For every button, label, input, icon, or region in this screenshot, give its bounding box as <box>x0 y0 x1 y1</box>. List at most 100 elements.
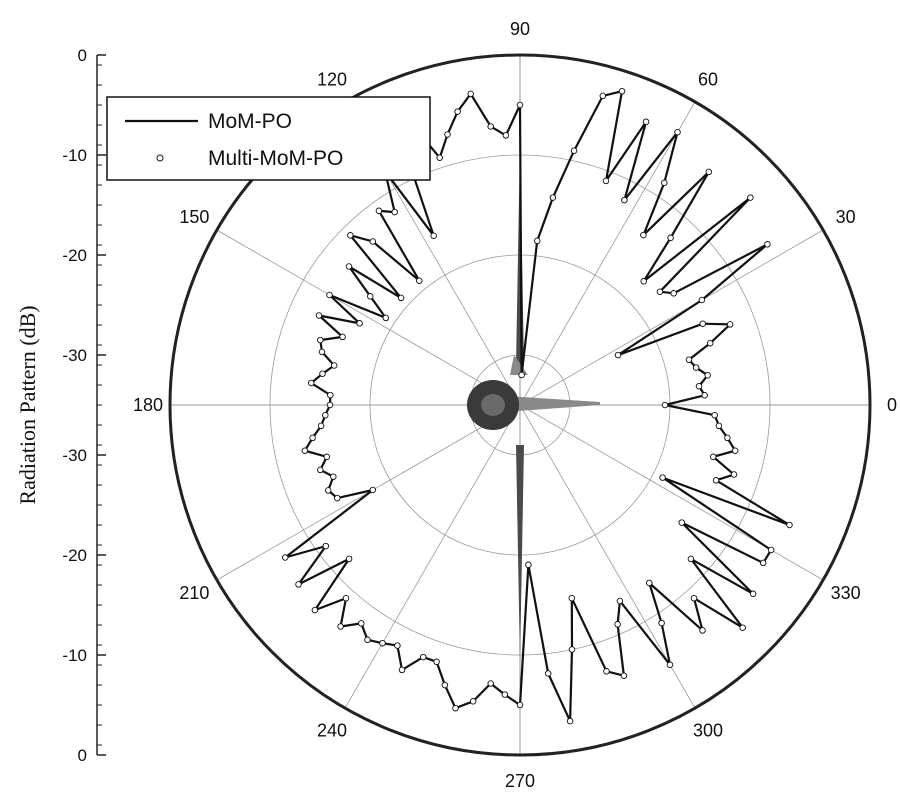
series-point-multi-mom-po <box>469 698 477 705</box>
series-point-multi-mom-po <box>544 670 552 677</box>
series-point-multi-mom-po <box>599 92 607 100</box>
series-point-multi-mom-po <box>364 636 371 644</box>
angle-label-300: 300 <box>693 721 723 741</box>
angle-axis: 0 30 60 90 120 150 180 210 240 270 300 330 <box>133 19 897 791</box>
aircraft-hub-center <box>481 394 505 416</box>
series-point-multi-mom-po <box>566 717 574 725</box>
series-point-multi-mom-po <box>525 561 532 569</box>
series-point-multi-mom-po <box>358 620 365 627</box>
angle-label-150: 150 <box>179 207 209 227</box>
series-point-multi-mom-po <box>454 108 461 115</box>
series-point-multi-mom-po <box>397 294 405 302</box>
series-point-multi-mom-po <box>759 559 767 567</box>
legend-box <box>106 96 431 181</box>
series-point-multi-mom-po <box>666 661 674 669</box>
series-point-multi-mom-po <box>678 519 686 526</box>
series-point-multi-mom-po <box>549 194 557 201</box>
series-point-multi-mom-po <box>603 668 610 675</box>
series-point-multi-mom-po <box>391 208 398 216</box>
legend: MoM-PO Multi-MoM-PO <box>106 96 431 181</box>
grid-spoke-330 <box>519 404 824 581</box>
series-point-multi-mom-po <box>705 168 713 176</box>
series-point-multi-mom-po <box>670 290 677 297</box>
series-point-multi-mom-po <box>568 594 576 602</box>
legend-label-multi-mom-po: Multi-MoM-PO <box>208 147 343 170</box>
angle-label-60: 60 <box>698 69 718 89</box>
series-point-multi-mom-po <box>698 296 706 304</box>
angle-label-240: 240 <box>317 721 347 741</box>
angle-label-90: 90 <box>510 19 530 39</box>
series-point-multi-mom-po <box>699 320 706 327</box>
series-point-multi-mom-po <box>436 154 443 161</box>
series-point-multi-mom-po <box>667 234 674 242</box>
series-point-multi-mom-po <box>724 434 731 442</box>
series-point-multi-mom-po <box>356 320 363 327</box>
series-point-multi-mom-po <box>319 370 326 377</box>
series-point-multi-mom-po <box>487 123 494 130</box>
radial-tick-label: -10 <box>62 646 87 665</box>
series-point-multi-mom-po <box>347 232 354 239</box>
series-point-multi-mom-po <box>281 554 289 561</box>
angle-label-120: 120 <box>317 69 347 89</box>
series-point-multi-mom-po <box>646 579 653 587</box>
series-point-multi-mom-po <box>642 118 650 126</box>
radial-tick-label: -20 <box>62 546 87 565</box>
aircraft-wing-lower <box>516 445 524 663</box>
series-point-multi-mom-po <box>369 238 377 245</box>
series-point-multi-mom-po <box>337 623 344 630</box>
series-point-multi-mom-po <box>640 278 647 285</box>
radial-tick-label: -30 <box>62 446 87 465</box>
series-point-multi-mom-po <box>487 680 494 687</box>
series-point-multi-mom-po <box>430 232 437 239</box>
series-point-multi-mom-po <box>398 666 406 674</box>
angle-label-180: 180 <box>133 395 163 415</box>
series-point-multi-mom-po <box>602 177 610 185</box>
series-point-multi-mom-po <box>614 351 622 359</box>
radial-tick-label: -10 <box>62 146 87 165</box>
series-point-multi-mom-po <box>317 422 325 430</box>
series-point-multi-mom-po <box>516 101 524 109</box>
series-point-multi-mom-po <box>326 291 333 299</box>
series-point-multi-mom-po <box>444 131 451 138</box>
series-point-multi-mom-po <box>658 619 665 627</box>
series-point-multi-mom-po <box>730 471 738 478</box>
series-point-multi-mom-po <box>618 87 626 95</box>
series-point-multi-mom-po <box>685 356 693 363</box>
legend-label-mom-po: MoM-PO <box>208 110 292 133</box>
series-point-multi-mom-po <box>375 207 383 215</box>
radial-axis: Radiation Pattern (dB) 0 -10 -20 -30 -30 -20 -… <box>15 46 106 765</box>
legend-marker-swatch <box>156 154 164 162</box>
series-point-multi-mom-po <box>712 477 720 484</box>
series-point-multi-mom-po <box>706 339 714 347</box>
series-point-multi-mom-po <box>699 627 706 634</box>
series-point-multi-mom-po <box>747 194 754 201</box>
series-point-multi-mom-po <box>317 336 324 344</box>
series-point-multi-mom-po <box>327 391 334 399</box>
aircraft-fin-upper <box>510 355 528 375</box>
angle-label-30: 30 <box>836 207 856 227</box>
series-point-multi-mom-po <box>322 411 329 419</box>
series-point-multi-mom-po <box>621 196 628 204</box>
radial-tick-label: 0 <box>78 46 87 65</box>
series-point-multi-mom-po <box>334 494 341 502</box>
series-point-multi-mom-po <box>326 401 334 409</box>
grid-spoke-300 <box>519 404 696 709</box>
series-point-multi-mom-po <box>620 672 628 679</box>
series-point-multi-mom-po <box>318 348 326 356</box>
series-point-multi-mom-po <box>533 237 541 245</box>
series-point-multi-mom-po <box>674 128 681 136</box>
series-point-multi-mom-po <box>704 372 711 379</box>
series-point-multi-mom-po <box>315 312 323 319</box>
grid-spoke-150 <box>216 229 521 406</box>
series-point-multi-mom-po <box>342 594 350 602</box>
series-point-multi-mom-po <box>317 466 324 474</box>
angle-label-0: 0 <box>887 395 897 415</box>
series-point-multi-mom-po <box>339 333 346 341</box>
series-point-multi-mom-po <box>690 594 698 602</box>
series-group <box>281 87 793 725</box>
series-point-multi-mom-po <box>311 606 319 614</box>
series-point-multi-mom-po <box>715 422 723 430</box>
outer-ring <box>168 53 872 757</box>
series-point-multi-mom-po <box>767 546 775 554</box>
